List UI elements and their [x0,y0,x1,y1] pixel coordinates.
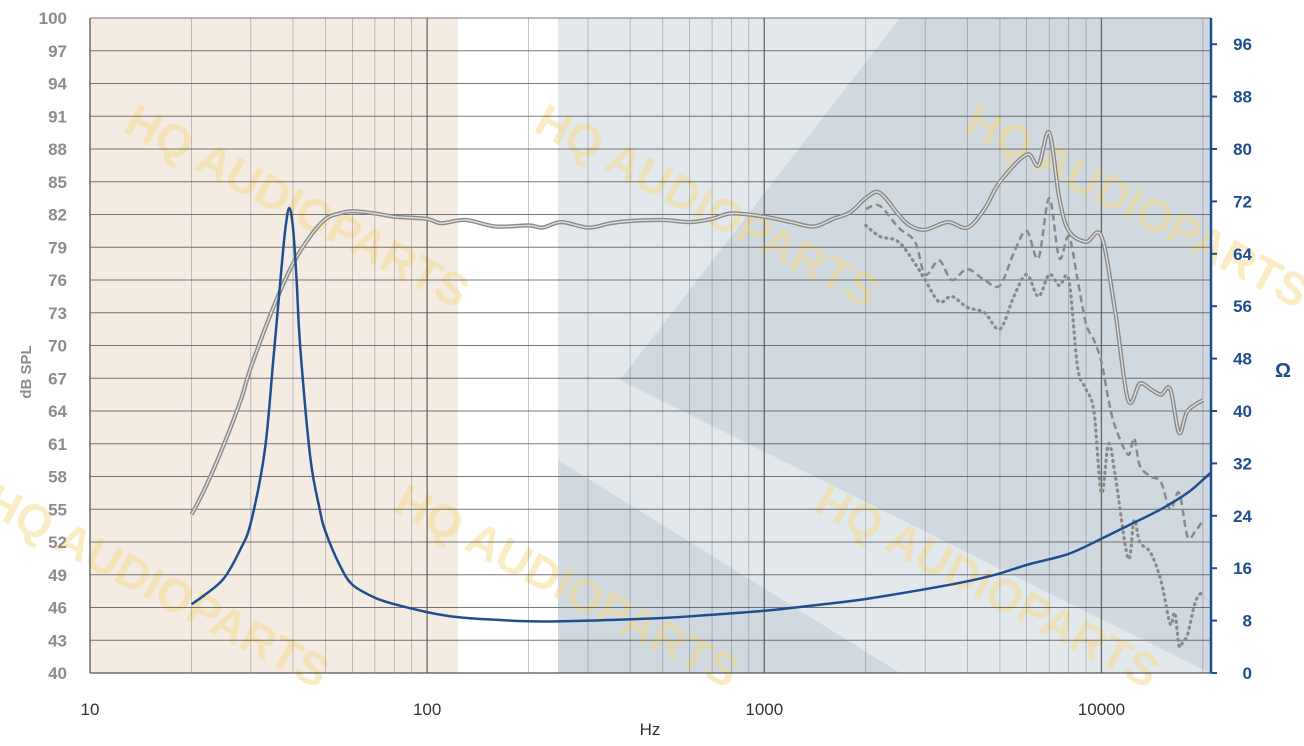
y2-tick-label: 40 [1233,402,1252,421]
y2-tick-label: 16 [1233,559,1252,578]
y2-tick-label: 96 [1233,35,1252,54]
y-tick-label: 67 [48,369,67,388]
y2-tick-label: 24 [1233,507,1252,526]
y2-tick-label: 80 [1233,140,1252,159]
y-tick-label: 43 [48,631,67,650]
y2-tick-label: 72 [1233,192,1252,211]
y-axis-label: dB SPL [18,345,35,398]
spl-curve-dashed [865,196,1204,540]
y-tick-label: 40 [48,664,67,683]
y-tick-label: 52 [48,533,67,552]
y2-axis-label: Ω [1275,360,1291,382]
y-tick-label: 88 [48,140,67,159]
y-tick-label: 94 [48,75,67,94]
impedance-curve [190,206,1211,623]
y-tick-labels-left: 40 43 46 49 52 55 58 61 64 67 70 73 76 79 82 85 88 91 94 97… [39,9,68,683]
y-tick-label: 100 [39,9,67,28]
y-tick-label: 49 [48,566,67,585]
plot-area [189,130,1211,649]
y-tick-label: 82 [48,206,67,225]
grid [89,17,1211,674]
y2-tick-label: 8 [1243,612,1252,631]
y-tick-label: 79 [48,238,67,257]
y-tick-label: 73 [48,304,67,323]
x-tick-label: 100 [413,700,441,719]
y2-tick-label: 0 [1243,664,1252,683]
y-tick-label: 55 [48,500,67,519]
x-tick-label: 10 [81,700,100,719]
spl-curve-dotted [864,223,1205,649]
y-tick-label: 64 [48,402,67,421]
x-tick-label: 10000 [1078,700,1125,719]
x-tick-labels: 10 100 1000 10000 [81,700,1126,719]
spl-curve-inner [190,131,1204,516]
y-tick-label: 85 [48,173,67,192]
y-tick-label: 97 [48,42,67,61]
y-tick-label: 58 [48,468,67,487]
y-tick-label: 61 [48,435,67,454]
y-tick-label: 76 [48,271,67,290]
y2-tick-label: 32 [1233,454,1252,473]
background-decor: HQ AUDIOPARTS HQ AUDIOPARTS HQ AUDIOPARTSH… [0,18,1304,698]
y-tick-label: 70 [48,337,67,356]
y2-tick-label: 64 [1233,245,1252,264]
y-tick-label: 91 [48,107,67,126]
y2-tick-label: 48 [1233,350,1252,369]
y-tick-label: 46 [48,599,67,618]
y2-tick-label: 88 [1233,88,1252,107]
x-axis-label: Hz [640,720,661,739]
y2-tick-label: 56 [1233,297,1252,316]
axes [89,18,1213,674]
y-tick-labels-right: 0 8 16 24 32 40 48 56 64 72 80 88 96 [1211,35,1253,683]
x-tick-label: 1000 [745,700,783,719]
